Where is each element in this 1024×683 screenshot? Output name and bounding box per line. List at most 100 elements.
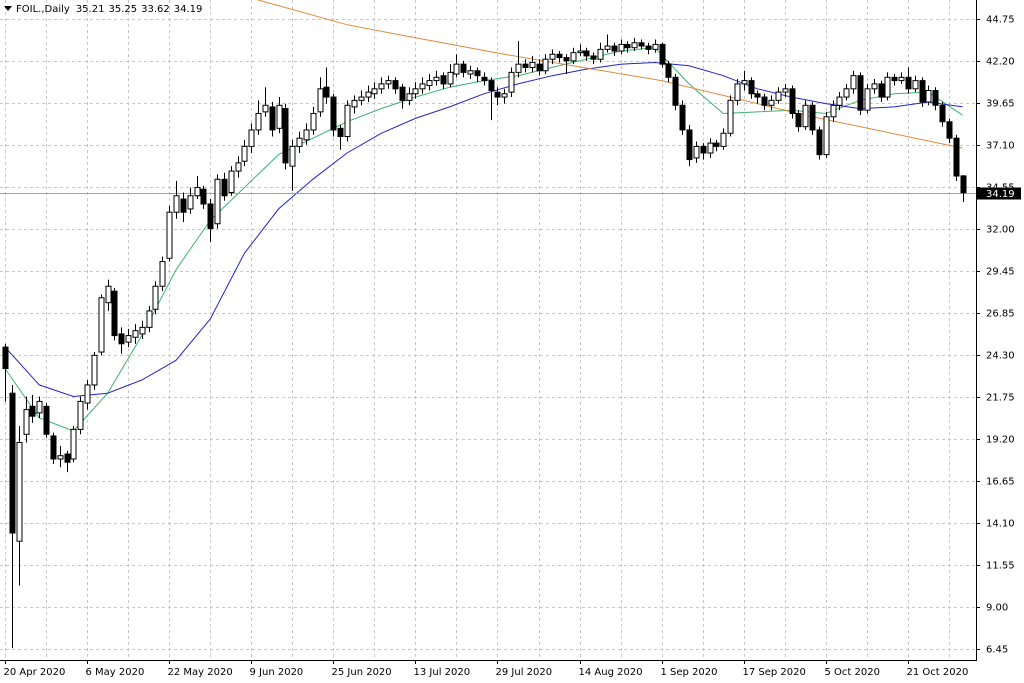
candle-body xyxy=(488,80,495,91)
candle-body xyxy=(16,442,23,542)
y-tick-label: 39.65 xyxy=(986,99,1015,110)
price-label: 34.19 xyxy=(986,189,1015,200)
candle-body xyxy=(132,330,139,338)
candle-body xyxy=(194,187,201,197)
moving-average xyxy=(4,61,963,398)
x-tick-label: 21 Oct 2020 xyxy=(907,667,969,678)
candle-body xyxy=(878,83,885,98)
candle-body xyxy=(768,99,775,106)
y-tick-label: 21.75 xyxy=(986,393,1015,404)
candle-body xyxy=(255,113,262,131)
x-tick-label: 1 Sep 2020 xyxy=(661,667,718,678)
candle-body xyxy=(850,75,857,90)
x-tick-label: 5 Oct 2020 xyxy=(825,667,880,678)
y-tick-label: 42.20 xyxy=(986,57,1015,68)
candle-body xyxy=(433,76,440,82)
candle-body xyxy=(816,129,823,156)
candle-body xyxy=(734,83,741,101)
candle-body xyxy=(775,91,782,101)
candle-body xyxy=(269,106,276,131)
candle-body xyxy=(577,50,584,54)
candle-body xyxy=(221,178,228,197)
low-value: 33.62 xyxy=(141,4,170,15)
candle-body xyxy=(365,91,372,98)
candle-body xyxy=(570,52,577,62)
candle-body xyxy=(679,104,686,131)
price-label-box xyxy=(977,187,1021,200)
y-tick-label: 37.10 xyxy=(986,141,1015,152)
candle-body xyxy=(200,188,207,205)
candle-body xyxy=(707,142,714,154)
y-tick-label: 29.45 xyxy=(986,267,1015,278)
candle-body xyxy=(146,310,153,328)
candle-body xyxy=(864,88,871,111)
candle-body xyxy=(358,96,365,101)
candle-body xyxy=(460,63,467,73)
y-tick-label: 9.00 xyxy=(986,603,1008,614)
candle-body xyxy=(809,104,816,131)
candle-body xyxy=(43,405,50,435)
candle-body xyxy=(447,71,454,85)
candle-body xyxy=(898,76,905,82)
candle-body xyxy=(77,400,84,430)
candle-body xyxy=(652,43,659,50)
candle-body xyxy=(91,354,98,386)
candle-body xyxy=(919,80,926,103)
candle-body xyxy=(884,76,891,98)
candle-body xyxy=(289,145,296,167)
x-tick-label: 29 Jul 2020 xyxy=(496,667,553,678)
candle-body xyxy=(748,80,755,95)
menu-arrow xyxy=(4,6,12,11)
x-tick-label: 20 Apr 2020 xyxy=(4,667,66,678)
x-tick-label: 9 Jun 2020 xyxy=(250,667,304,678)
candle-body xyxy=(323,86,330,98)
candle-body xyxy=(741,80,748,85)
candle-body xyxy=(700,145,707,154)
y-tick-label: 32.00 xyxy=(986,225,1015,236)
y-tick-label: 24.30 xyxy=(986,351,1015,362)
x-tick-label: 22 May 2020 xyxy=(168,667,233,678)
candle-body xyxy=(214,178,221,225)
candle-body xyxy=(659,43,666,65)
candle-body xyxy=(536,63,543,72)
candle-body xyxy=(84,384,91,404)
candle-body xyxy=(494,91,501,98)
candle-body xyxy=(385,80,392,85)
candle-body xyxy=(891,76,898,82)
y-tick-label: 6.45 xyxy=(986,645,1008,656)
candle-body xyxy=(467,70,474,75)
candle-body xyxy=(953,137,960,177)
marks xyxy=(2,34,967,649)
candle-body xyxy=(36,400,43,414)
candle-body xyxy=(378,83,385,90)
candle-body xyxy=(474,70,481,77)
candle-body xyxy=(241,145,248,162)
candle-body xyxy=(412,88,419,95)
candle-body xyxy=(939,104,946,123)
candle-body xyxy=(2,346,9,369)
candle-body xyxy=(29,405,36,417)
candle-body xyxy=(337,127,344,138)
x-tick-label: 6 May 2020 xyxy=(86,667,145,678)
candle-body xyxy=(960,175,967,194)
candle-body xyxy=(344,104,351,138)
candle-body xyxy=(672,76,679,106)
candle-body xyxy=(515,63,522,73)
candle-body xyxy=(932,89,939,106)
candle-body xyxy=(207,203,214,230)
candle-body xyxy=(857,75,864,111)
candle-body xyxy=(501,93,508,98)
high-value: 35.25 xyxy=(108,4,137,15)
candle-body xyxy=(563,57,570,62)
candle-body xyxy=(720,132,727,147)
candle-body xyxy=(440,75,447,85)
candle-body xyxy=(905,76,912,90)
candle-body xyxy=(597,48,604,60)
candle-body xyxy=(727,99,734,134)
candle-body xyxy=(665,63,672,78)
candle-body xyxy=(125,335,132,343)
candle-body xyxy=(105,285,112,304)
y-tick-label: 11.55 xyxy=(986,561,1015,572)
candle-body xyxy=(481,76,488,82)
